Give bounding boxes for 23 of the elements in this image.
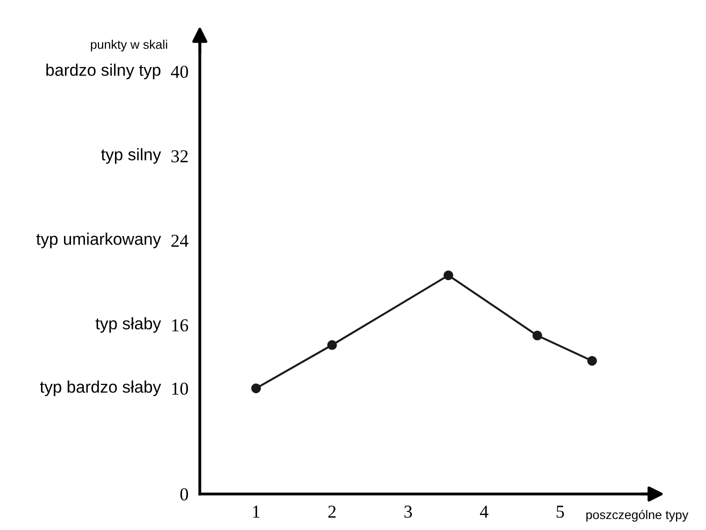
x-tick-label: 1 bbox=[253, 506, 260, 518]
y-tick-label: 40 bbox=[170, 66, 188, 78]
x-axis-title: poszczególne typy bbox=[586, 510, 688, 522]
text: typ silny bbox=[101, 148, 162, 164]
text: typ bardzo słaby bbox=[40, 380, 162, 396]
y-tick-label: 16 bbox=[172, 319, 188, 332]
x-tick-label: 3 bbox=[404, 506, 412, 518]
y-axis-title: punkty w skali bbox=[90, 40, 168, 52]
y-tick-label: 32 bbox=[171, 150, 188, 162]
point bbox=[532, 330, 542, 340]
y-tick-label: 10 bbox=[172, 382, 188, 395]
point bbox=[327, 340, 337, 350]
text: typ umiarkowany bbox=[36, 232, 162, 248]
x-tick-label: 4 bbox=[480, 506, 488, 518]
x-tick-label: 2 bbox=[328, 506, 336, 518]
point bbox=[444, 270, 454, 280]
x-tick-label: 5 bbox=[556, 506, 564, 518]
text: bardzo silny typ bbox=[46, 64, 160, 80]
y-tick-label: 0 bbox=[180, 488, 188, 500]
point bbox=[587, 356, 597, 366]
text: typ słaby bbox=[96, 317, 162, 333]
point bbox=[251, 383, 261, 394]
y-tick-label: 24 bbox=[171, 234, 188, 247]
